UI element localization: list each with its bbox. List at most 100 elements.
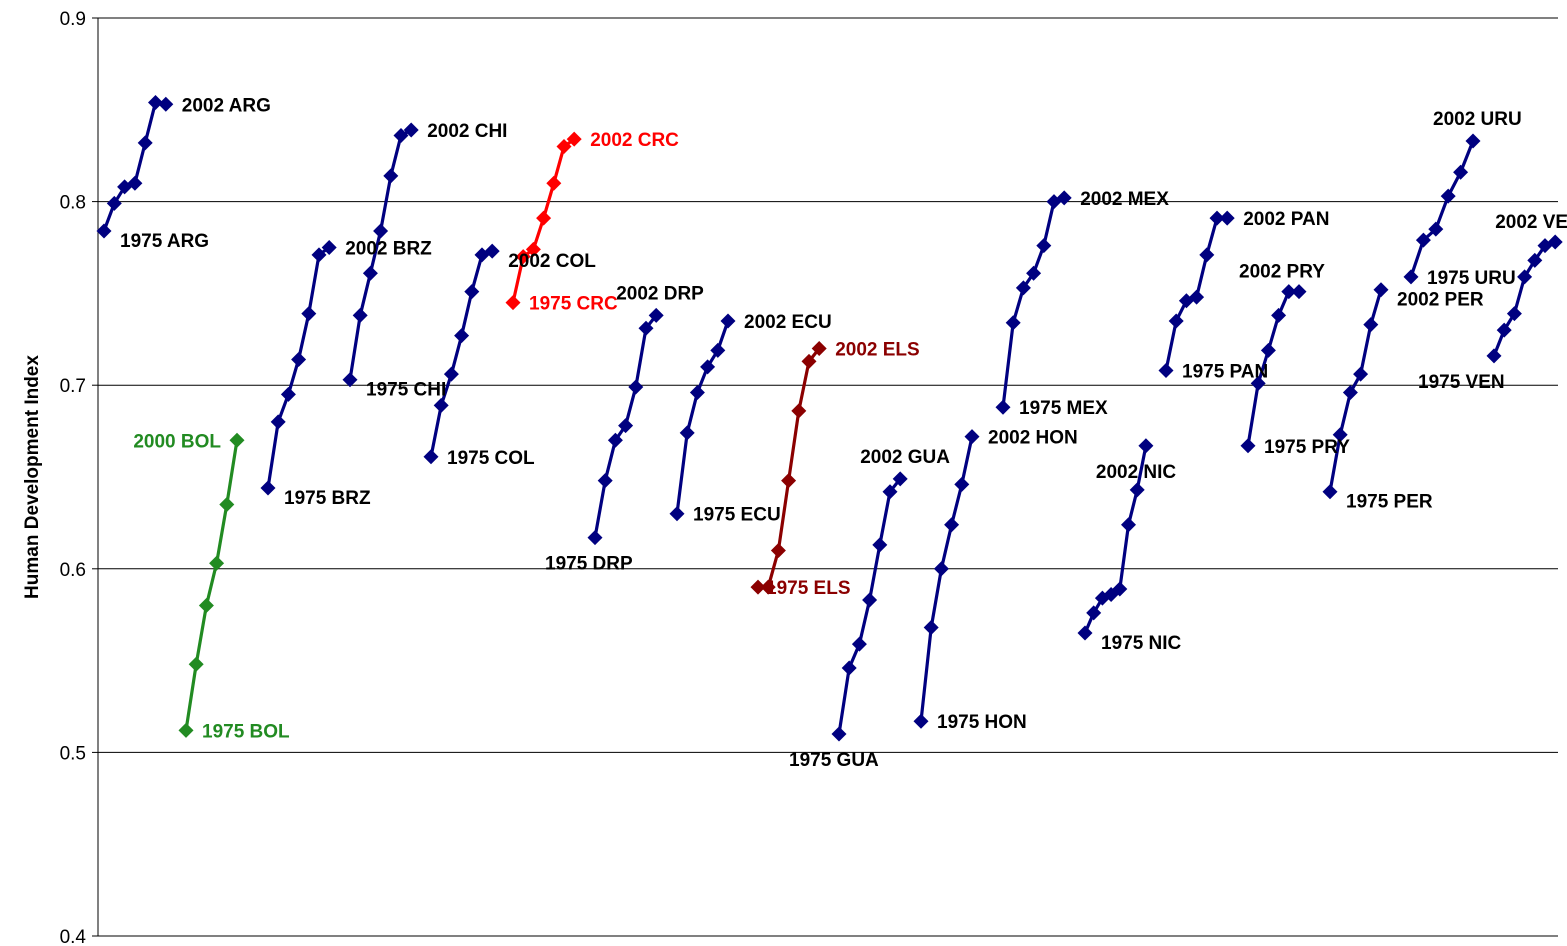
point-label: 1975 ECU — [693, 505, 781, 526]
point-label: 1975 PER — [1346, 492, 1433, 513]
series-line — [102, 100, 167, 232]
y-tick-labels: 0.4 0.5 0.6 0.7 0.8 0.9 — [60, 9, 87, 946]
series-nic — [1077, 438, 1154, 641]
data-point-marker — [546, 175, 562, 191]
data-point-marker — [229, 432, 245, 448]
series-line — [1328, 289, 1383, 492]
point-label: 1975 DRP — [545, 554, 633, 575]
series-ven — [1486, 234, 1563, 364]
data-point-marker — [597, 473, 613, 489]
point-label: 2002 CHI — [427, 121, 507, 142]
data-point-marker — [1453, 164, 1469, 180]
point-label: 1975 CHI — [366, 380, 446, 401]
data-point-marker — [770, 542, 786, 558]
data-point-marker — [291, 351, 307, 367]
series-pan — [1158, 210, 1235, 379]
series-ecu — [669, 313, 736, 522]
data-point-marker — [403, 122, 419, 138]
data-point-marker — [556, 139, 572, 155]
point-label: 1975 NIC — [1101, 633, 1182, 654]
point-label: 1975 BOL — [202, 721, 290, 742]
data-point-marker — [1403, 269, 1419, 285]
data-point-marker — [137, 135, 153, 151]
data-point-marker — [198, 598, 214, 614]
data-point-marker — [1465, 133, 1481, 149]
data-point-marker — [505, 295, 521, 311]
data-point-marker — [433, 397, 449, 413]
data-point-marker — [750, 579, 766, 595]
point-labels: 1975 ARG 2002 ARG 1975 BOL 2000 BOL 1975 BRZ… — [120, 95, 1567, 771]
point-label: 1975 ELS — [766, 578, 851, 599]
data-point-marker — [127, 175, 143, 191]
data-point-marker — [1077, 625, 1093, 641]
data-point-marker — [1547, 234, 1563, 250]
data-point-marker — [1440, 188, 1456, 204]
data-point-marker — [352, 307, 368, 323]
series-line — [1409, 140, 1475, 278]
point-label: 1975 MEX — [1019, 398, 1108, 419]
series-hon — [913, 429, 980, 729]
data-point-marker — [700, 359, 716, 375]
data-point-marker — [862, 592, 878, 608]
data-point-marker — [1496, 322, 1512, 338]
data-point-marker — [689, 385, 705, 401]
point-label: 1975 PRY — [1264, 437, 1350, 458]
data-point-marker — [882, 484, 898, 500]
point-label: 2002 DRP — [616, 283, 704, 304]
data-point-marker — [1158, 363, 1174, 379]
series-line — [1001, 196, 1065, 408]
point-label: 1975 HON — [937, 712, 1027, 733]
series-line — [758, 347, 821, 589]
point-label: 1975 CRC — [529, 294, 618, 315]
data-point-marker — [964, 429, 980, 445]
data-point-marker — [301, 306, 317, 322]
data-point-marker — [1527, 252, 1543, 268]
data-point-marker — [1189, 289, 1205, 305]
data-point-marker — [280, 386, 296, 402]
data-point-marker — [892, 471, 908, 487]
point-label: 2002 VEN — [1495, 212, 1567, 233]
data-point-marker — [1428, 221, 1444, 237]
data-point-marker — [321, 240, 337, 255]
point-label: 2002 ELS — [835, 339, 920, 360]
data-point-marker — [1486, 348, 1502, 364]
data-point-marker — [760, 579, 776, 595]
data-point-marker — [801, 353, 817, 369]
data-point-marker — [1517, 269, 1533, 285]
data-point-marker — [944, 517, 960, 533]
data-point-marker — [158, 96, 174, 112]
data-point-marker — [1219, 210, 1235, 226]
data-point-marker — [1373, 282, 1389, 298]
data-point-marker — [1138, 438, 1154, 454]
point-label: 1975 URU — [1427, 268, 1516, 289]
y-axis-title: Human Development Index — [22, 355, 43, 599]
data-point-marker — [791, 403, 807, 419]
data-point-marker — [1415, 232, 1431, 248]
point-label: 2002 URU — [1433, 109, 1522, 130]
series-chi — [342, 122, 419, 388]
data-point-marker — [454, 328, 470, 344]
data-point-marker — [566, 131, 582, 147]
series-arg — [96, 94, 174, 239]
series-col — [423, 243, 500, 465]
series-line — [266, 246, 331, 489]
data-point-marker — [219, 497, 235, 513]
series-brz — [260, 240, 337, 496]
series-pry — [1240, 284, 1307, 454]
data-point-marker — [1363, 317, 1379, 333]
data-point-marker — [648, 307, 664, 323]
series-line — [919, 436, 974, 722]
data-point-marker — [525, 241, 541, 257]
point-label: 2002 PAN — [1243, 209, 1329, 230]
data-point-marker — [148, 94, 163, 110]
data-point-marker — [1086, 605, 1102, 621]
y-tick-label: 0.5 — [60, 743, 86, 764]
data-point-marker — [383, 168, 399, 184]
point-label: 2002 PER — [1397, 290, 1484, 311]
data-point-marker — [96, 223, 112, 239]
data-point-marker — [1322, 484, 1338, 500]
data-point-marker — [995, 399, 1011, 415]
data-point-marker — [933, 561, 949, 577]
series-mex — [995, 190, 1072, 415]
